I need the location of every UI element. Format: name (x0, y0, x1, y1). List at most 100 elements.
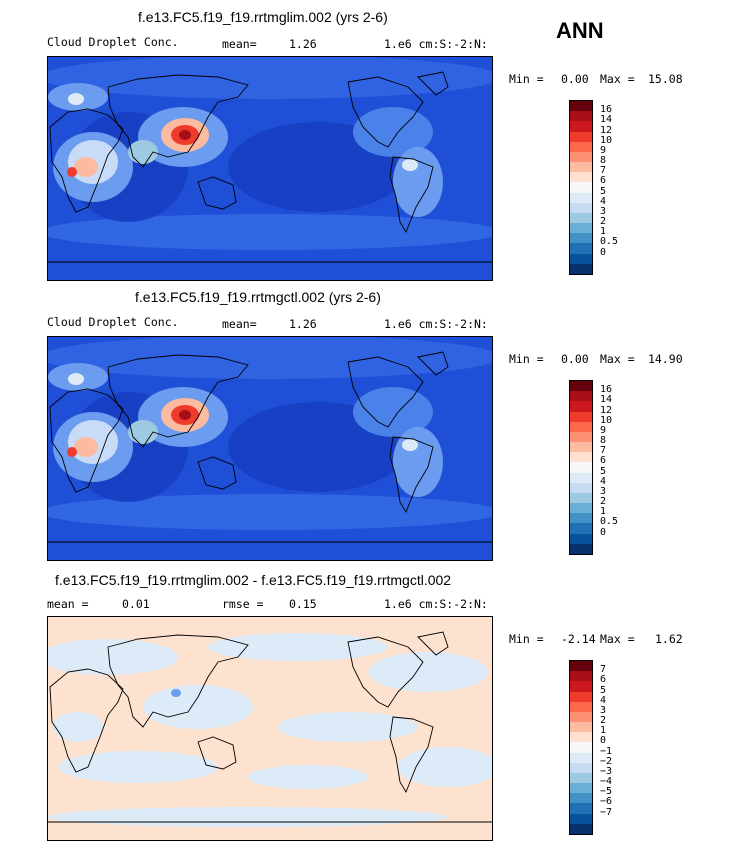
colorbar-swatch (570, 762, 592, 773)
panel-1-title: f.e13.FC5.f19_f19.rrtmglim.002 (yrs 2-6) (138, 9, 388, 25)
panel-2-min-label: Min = (509, 352, 544, 366)
panel-1-mean-label: mean= (222, 37, 257, 51)
colorbar-swatch (570, 452, 592, 463)
panel-3-map (47, 616, 493, 841)
panel-1-mean-value: 1.26 (289, 37, 317, 51)
colorbar-label: 16 (600, 384, 613, 396)
colorbar-label: 2 (600, 496, 607, 508)
colorbar-swatch (570, 752, 592, 763)
colorbar-swatch (570, 223, 592, 234)
panel-1-min-value: 0.00 (561, 72, 589, 86)
panel-2-mean-label: mean= (222, 317, 257, 331)
colorbar-swatch (570, 823, 592, 834)
colorbar-swatch (570, 431, 592, 443)
colorbar-swatch (570, 162, 592, 173)
colorbar-label: 3 (600, 205, 607, 217)
colorbar-swatch (570, 492, 592, 504)
colorbar-label: −4 (600, 776, 613, 788)
colorbar-swatch (570, 793, 592, 804)
panel-1-min-label: Min = (509, 72, 544, 86)
colorbar-swatch (570, 701, 592, 712)
colorbar-label: −6 (600, 796, 613, 808)
colorbar-label: 4 (600, 694, 607, 706)
colorbar-label: 16 (600, 104, 613, 116)
colorbar-swatch (570, 411, 592, 422)
panel-3-units: 1.e6 cm:S:-2:N: (384, 597, 488, 611)
panel-2-units: 1.e6 cm:S:-2:N: (384, 317, 488, 331)
colorbar-swatch (570, 111, 592, 122)
colorbar-label: 0 (600, 735, 607, 747)
colorbar-label: 1 (600, 725, 607, 737)
colorbar-label: 5 (600, 684, 607, 696)
colorbar-label: 5 (600, 465, 607, 477)
colorbar-label: 10 (600, 414, 613, 426)
colorbar-label: 8 (600, 155, 607, 167)
colorbar-label: 0.5 (600, 516, 619, 528)
colorbar-swatch (570, 691, 592, 702)
colorbar-swatch (570, 381, 592, 392)
panel-3-rmse-value: 0.15 (289, 597, 317, 611)
colorbar-swatch (570, 391, 592, 402)
colorbar-swatch (570, 543, 592, 554)
colorbar-label: 2 (600, 715, 607, 727)
colorbar-label: 6 (600, 674, 607, 686)
colorbar-swatch (570, 141, 592, 152)
panel-2-map-svg (48, 337, 492, 560)
panel-2-min-value: 0.00 (561, 352, 589, 366)
colorbar-swatch (570, 783, 592, 794)
colorbar-swatch (570, 711, 592, 723)
panel-1-units: 1.e6 cm:S:-2:N: (384, 37, 488, 51)
panel-1-variable: Cloud Droplet Conc. (47, 35, 179, 49)
colorbar-swatch (570, 192, 592, 203)
panel-1-map (47, 56, 493, 281)
colorbar-swatch (570, 671, 592, 682)
panel-3-min-label: Min = (509, 632, 544, 646)
colorbar-swatch (570, 533, 592, 544)
colorbar-label: 8 (600, 435, 607, 447)
panel-3-max-value: 1.62 (655, 632, 683, 646)
colorbar-swatch (570, 503, 592, 514)
panel-3-mean-label: mean = (47, 597, 89, 611)
panel-3-title: f.e13.FC5.f19_f19.rrtmglim.002 - f.e13.F… (55, 572, 452, 588)
panel-2-variable: Cloud Droplet Conc. (47, 315, 179, 329)
colorbar-swatch (570, 243, 592, 254)
colorbar-label: 7 (600, 664, 607, 676)
colorbar-label: −1 (600, 745, 613, 757)
colorbar-swatch (570, 523, 592, 534)
colorbar-swatch (570, 202, 592, 213)
colorbar-label: 7 (600, 445, 607, 457)
colorbar-swatch (570, 732, 592, 743)
colorbar-swatch (570, 813, 592, 824)
panel-3-rmse-label: rmse = (222, 597, 264, 611)
colorbar-label: 0 (600, 526, 607, 538)
panel-3-max-label: Max = (600, 632, 635, 646)
panel-2-title: f.e13.FC5.f19_f19.rrtmgctl.002 (yrs 2-6) (135, 289, 381, 305)
colorbar-swatch (570, 263, 592, 274)
colorbar-swatch (570, 681, 592, 692)
colorbar-swatch (570, 482, 592, 493)
colorbar-label: 4 (600, 195, 607, 207)
panel-1-max-label: Max = (600, 72, 635, 86)
colorbar-swatch (570, 101, 592, 112)
colorbar-swatch (570, 472, 592, 483)
panel-1-max-value: 15.08 (648, 72, 683, 86)
colorbar-swatch (570, 513, 592, 524)
colorbar-label: 5 (600, 185, 607, 197)
colorbar-label: 12 (600, 124, 613, 136)
colorbar-swatch (570, 803, 592, 814)
colorbar-label: 1 (600, 506, 607, 518)
colorbar-swatch (570, 172, 592, 183)
colorbar-swatch (570, 182, 592, 193)
colorbar-swatch (570, 253, 592, 264)
colorbar-label: 0 (600, 246, 607, 258)
colorbar-label: 9 (600, 424, 607, 436)
colorbar-swatch (570, 462, 592, 473)
colorbar-swatch (570, 772, 592, 784)
colorbar-label: 2 (600, 216, 607, 228)
panel-2-map (47, 336, 493, 561)
colorbar-label: −5 (600, 786, 613, 798)
panel-2-mean-value: 1.26 (289, 317, 317, 331)
colorbar-swatch (570, 421, 592, 432)
panel-3-mean-value: 0.01 (122, 597, 150, 611)
colorbar-label: 6 (600, 455, 607, 467)
